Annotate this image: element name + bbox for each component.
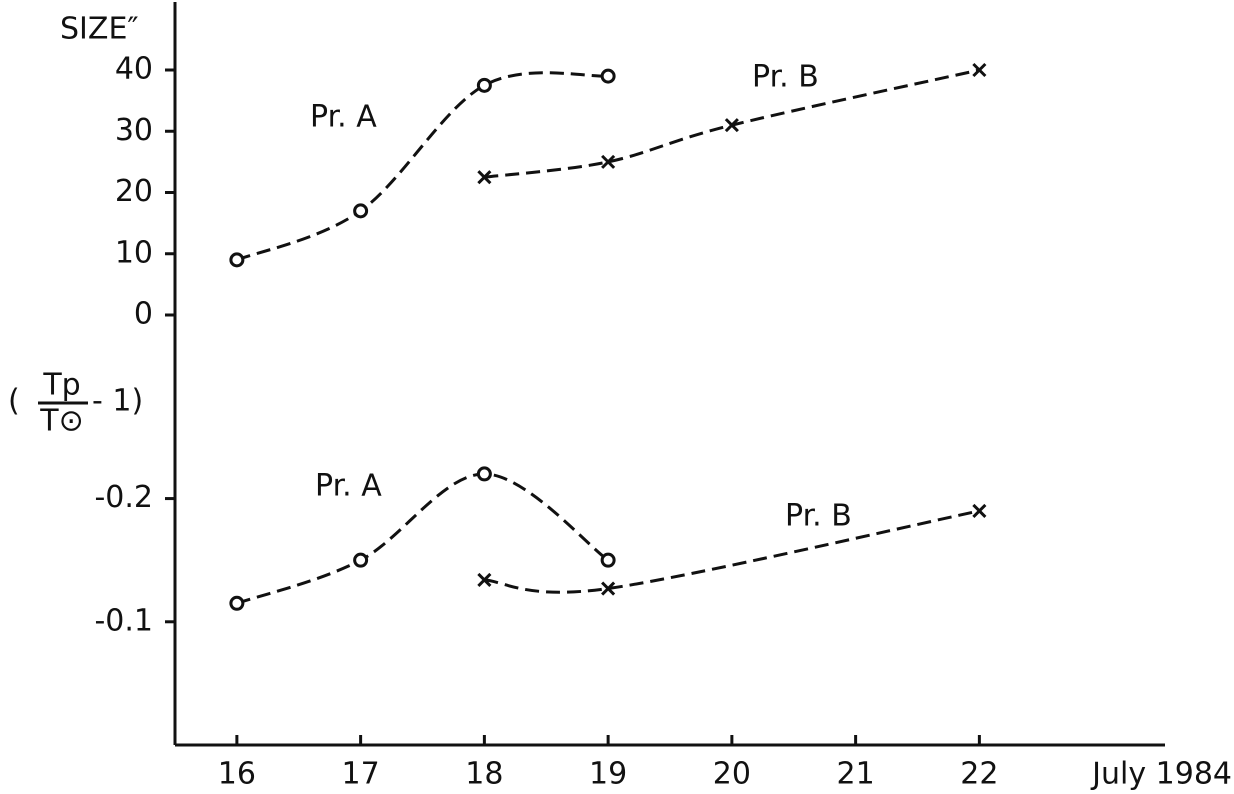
series-line — [236, 472, 609, 605]
marker — [600, 68, 616, 84]
series-line — [484, 68, 980, 179]
x-tick-label: 17 — [342, 757, 380, 792]
series-line — [236, 71, 609, 262]
marker — [477, 572, 492, 587]
series-label: Pr. B — [752, 60, 819, 95]
x-tick-label: 20 — [713, 757, 751, 792]
marker — [476, 466, 492, 482]
y-tick-label: 20 — [115, 174, 153, 209]
y-axis-label: SIZE″ — [60, 12, 139, 47]
marker — [724, 118, 739, 133]
series-line — [484, 509, 980, 594]
x-tick-label: 22 — [960, 757, 998, 792]
x-axis-label: July 1984 — [1090, 757, 1232, 792]
x-tick-label: 16 — [218, 757, 256, 792]
series-label: Pr. B — [785, 499, 852, 534]
y-tick-label: 30 — [115, 113, 153, 148]
series-label: Pr. A — [310, 100, 377, 135]
marker — [476, 77, 492, 93]
marker — [229, 252, 245, 268]
marker — [353, 552, 369, 568]
marker — [477, 170, 492, 185]
y-tick-label: 10 — [115, 235, 153, 270]
marker — [229, 595, 245, 611]
y-tick-label: -0.1 — [94, 603, 153, 638]
y-tick-label: 0 — [134, 297, 153, 332]
marker — [353, 203, 369, 219]
marker — [600, 552, 616, 568]
marker — [972, 62, 987, 78]
y-axis-label: ( — [8, 384, 20, 419]
marker — [601, 581, 616, 596]
y-axis-label: Tp — [42, 368, 80, 403]
y-tick-label: 40 — [115, 52, 153, 87]
x-tick-label: 21 — [837, 757, 875, 792]
y-axis-label: - 1) — [92, 384, 143, 419]
x-tick-label: 18 — [465, 757, 503, 792]
marker — [601, 154, 616, 169]
y-axis-label: T⊙ — [39, 404, 83, 439]
y-tick-label: -0.2 — [94, 480, 153, 515]
marker — [972, 503, 987, 518]
x-tick-label: 19 — [589, 757, 627, 792]
series-label: Pr. A — [315, 469, 382, 504]
